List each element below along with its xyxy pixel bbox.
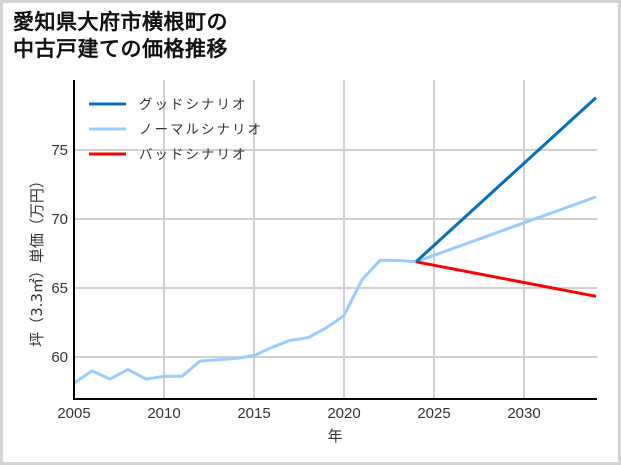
series-line: [73, 195, 597, 385]
data-series: [73, 96, 598, 385]
x-axis-label: 年: [327, 427, 342, 445]
x-axis-ticks: 2005 2010 2015 2020 2025 2030: [57, 405, 540, 422]
legend-label: グッドシナリオ: [139, 97, 248, 113]
chart-title-line2: 中古戸建ての価格推移: [13, 37, 228, 61]
y-axis-label: 坪（3.3㎡）単価（万円）: [28, 173, 46, 347]
y-tick-label: 60: [51, 349, 68, 366]
x-tick-label: 2015: [237, 405, 270, 422]
x-tick-label: 2005: [57, 405, 90, 422]
x-tick-label: 2025: [417, 405, 450, 422]
y-tick-label: 75: [51, 142, 68, 159]
y-tick-label: 70: [51, 211, 68, 228]
legend-label: バッドシナリオ: [139, 147, 248, 163]
series-line: [415, 260, 597, 298]
x-tick-label: 2020: [327, 405, 360, 422]
series-line: [414, 96, 598, 263]
chart-title: 愛知県大府市横根町の 中古戸建ての価格推移: [13, 9, 228, 63]
legend-label: ノーマルシナリオ: [139, 122, 263, 138]
chart-frame: [3, 3, 618, 462]
x-tick-label: 2030: [507, 405, 540, 422]
y-axis-ticks: 60 65 70 75: [51, 142, 68, 366]
x-tick-label: 2010: [147, 405, 180, 422]
chart-title-line1: 愛知県大府市横根町の: [13, 10, 228, 34]
grid-lines: [74, 80, 597, 399]
y-tick-label: 65: [51, 280, 68, 297]
